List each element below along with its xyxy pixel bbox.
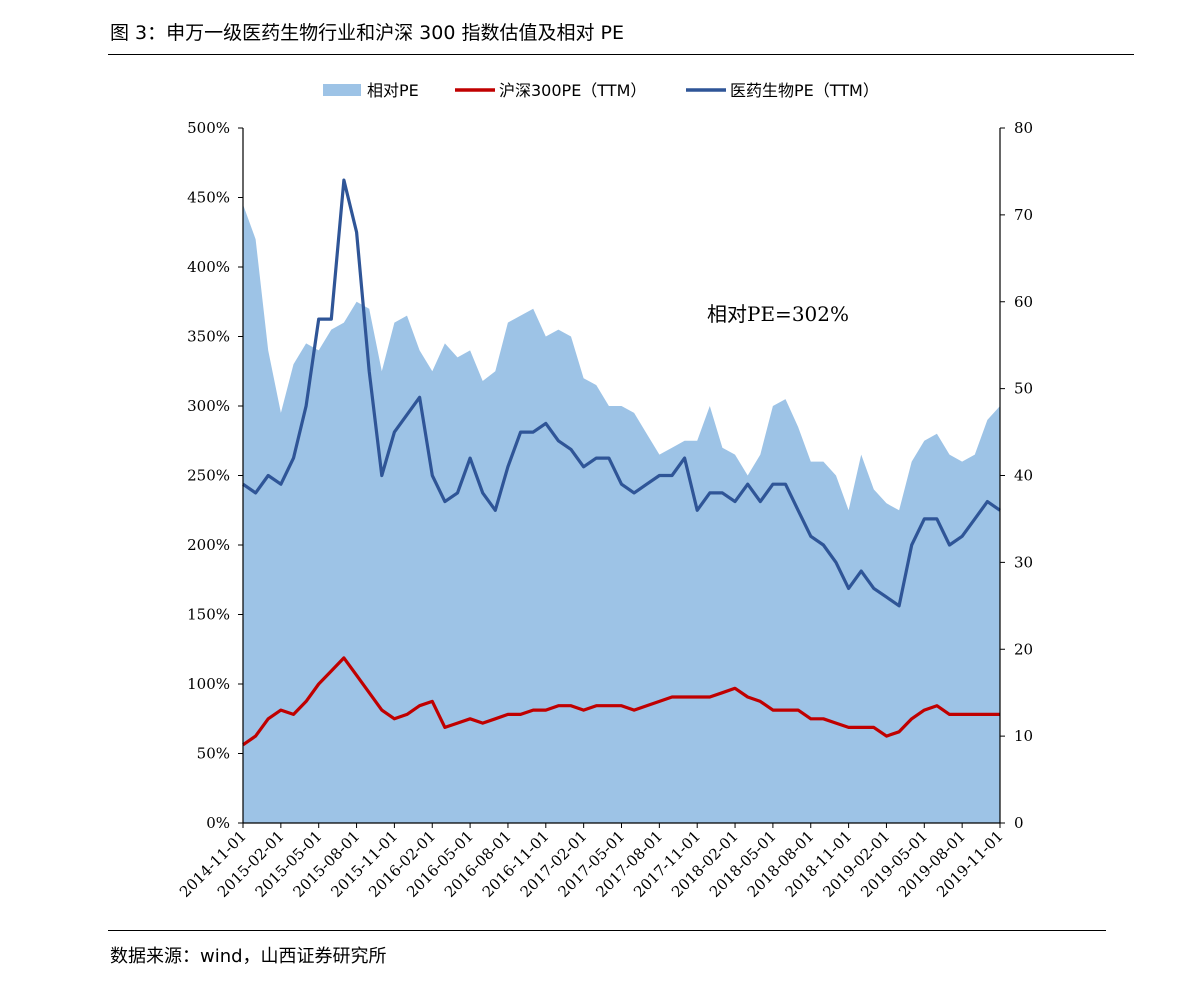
y-right-tick-label: 80 xyxy=(1014,119,1033,137)
bottom-rule xyxy=(108,930,1106,931)
chart-legend: 相对PE 沪深300PE（TTM） 医药生物PE（TTM） xyxy=(323,81,879,100)
legend-label: 医药生物PE（TTM） xyxy=(730,81,879,100)
legend-label: 沪深300PE（TTM） xyxy=(499,81,646,100)
y-left-tick-label: 150% xyxy=(187,606,230,624)
y-left-tick-label: 50% xyxy=(197,745,230,763)
figure-title: 图 3：申万一级医药生物行业和沪深 300 指数估值及相对 PE xyxy=(110,22,624,44)
y-left-tick-label: 0% xyxy=(206,814,230,832)
y-right-tick-label: 0 xyxy=(1014,814,1024,832)
legend-swatch xyxy=(323,84,361,96)
legend-item-2: 医药生物PE（TTM） xyxy=(686,81,879,100)
y-left-tick-label: 250% xyxy=(187,467,230,485)
y-left-tick-label: 350% xyxy=(187,328,230,346)
y-left-tick-label: 200% xyxy=(187,536,230,554)
y-right-tick-label: 70 xyxy=(1014,206,1033,224)
y-left-tick-label: 300% xyxy=(187,397,230,415)
y-right-tick-label: 10 xyxy=(1014,727,1033,745)
relative-pe-area xyxy=(243,204,1000,823)
legend-item-0: 相对PE xyxy=(323,81,419,100)
legend-item-1: 沪深300PE（TTM） xyxy=(455,81,646,100)
data-source-note: 数据来源：wind，山西证券研究所 xyxy=(110,946,387,967)
y-right-tick-label: 20 xyxy=(1014,640,1033,658)
y-left-tick-label: 400% xyxy=(187,258,230,276)
y-right-tick-label: 50 xyxy=(1014,380,1033,398)
y-left-tick-label: 450% xyxy=(187,189,230,207)
y-right-tick-label: 60 xyxy=(1014,293,1033,311)
relative-pe-area-shape xyxy=(243,204,1000,823)
top-rule xyxy=(108,54,1134,55)
y-left-tick-label: 500% xyxy=(187,119,230,137)
y-right-tick-label: 30 xyxy=(1014,553,1033,571)
y-right-tick-label: 40 xyxy=(1014,467,1033,485)
y-left-tick-label: 100% xyxy=(187,675,230,693)
chart: 相对PE 沪深300PE（TTM） 医药生物PE（TTM） 0% 50% 100% 150… xyxy=(176,81,1033,901)
legend-label: 相对PE xyxy=(367,81,419,100)
relative-pe-annotation: 相对PE=302% xyxy=(707,302,849,326)
pe-lines xyxy=(242,178,1001,747)
